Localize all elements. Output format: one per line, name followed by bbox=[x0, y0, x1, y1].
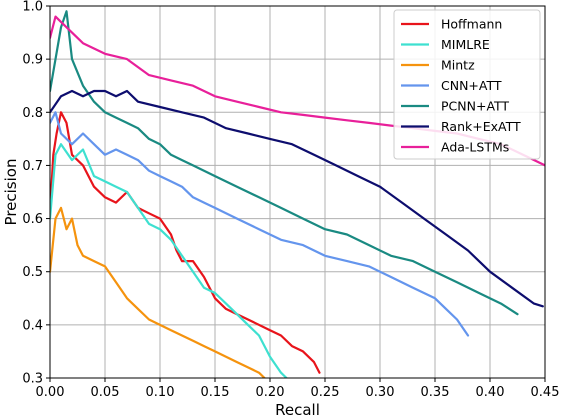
x-tick-label: 0.45 bbox=[531, 385, 560, 400]
y-tick-label: 0.4 bbox=[22, 318, 43, 333]
x-tick-label: 0.20 bbox=[256, 385, 285, 400]
series-line-mintz bbox=[50, 206, 266, 378]
series-line-rank-exatt bbox=[50, 89, 544, 308]
legend-box bbox=[393, 9, 541, 160]
x-tick-label: 0.15 bbox=[201, 385, 230, 400]
legend-label: Rank+ExATT bbox=[441, 119, 521, 134]
plot-frame bbox=[49, 5, 546, 379]
y-tick-label: 0.9 bbox=[22, 53, 43, 68]
y-axis-title: Precision bbox=[2, 159, 20, 226]
x-tick-label: 0.00 bbox=[36, 385, 65, 400]
series-line-cnn-att bbox=[50, 111, 470, 337]
x-axis-title: Recall bbox=[275, 401, 320, 419]
legend-label: CNN+ATT bbox=[441, 78, 502, 93]
series-line-mimlre bbox=[50, 143, 288, 378]
y-tick-label: 0.3 bbox=[22, 372, 43, 387]
x-tick-label: 0.10 bbox=[146, 385, 175, 400]
legend-label: Mintz bbox=[441, 58, 475, 73]
legend-label: Ada-LSTMs bbox=[441, 140, 509, 155]
y-tick-label: 0.8 bbox=[22, 106, 43, 121]
y-tick-label: 0.5 bbox=[22, 265, 43, 280]
x-tick-label: 0.30 bbox=[366, 385, 395, 400]
series-line-hoffmann bbox=[50, 111, 321, 374]
x-tick-label: 0.25 bbox=[311, 385, 340, 400]
y-tick-label: 0.7 bbox=[22, 159, 43, 174]
y-tick-label: 0.6 bbox=[22, 212, 43, 227]
series-line-pcnn-att bbox=[50, 10, 519, 316]
legend-label: MIMLRE bbox=[441, 37, 490, 52]
y-tick-label: 1.0 bbox=[22, 0, 43, 15]
legend: Hoffmann MIMLRE Mintz CNN+ATT PCNN+ATT Rank+E… bbox=[393, 9, 541, 160]
x-tick-label: 0.35 bbox=[421, 385, 450, 400]
x-tick-label: 0.40 bbox=[476, 385, 505, 400]
legend-label: Hoffmann bbox=[441, 17, 502, 32]
x-tick-label: 0.05 bbox=[91, 385, 120, 400]
axis-ticks: 0.00 0.05 0.10 0.15 0.20 0.25 0.30 0.35 0.40 0.45… bbox=[22, 0, 559, 400]
legend-label: PCNN+ATT bbox=[441, 99, 509, 114]
